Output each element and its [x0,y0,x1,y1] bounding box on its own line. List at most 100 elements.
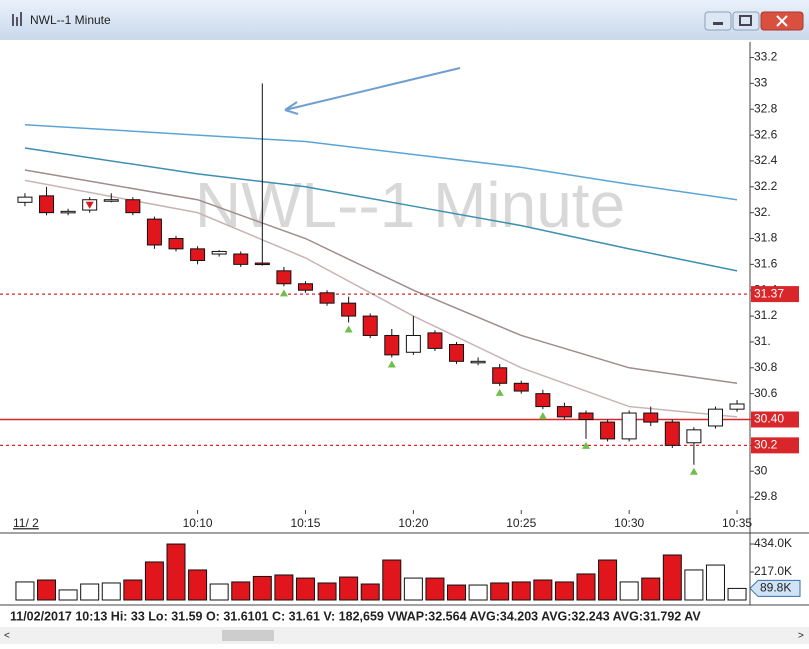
candle-body [341,302,357,317]
price-level-box [751,437,799,454]
volume-bar [662,554,682,601]
price-level-label: 30.2 [754,438,778,452]
v-tick-label: 434.0K [754,536,792,550]
candle-body [427,332,443,349]
candle-body [707,408,723,427]
y-tick-label: 30.6 [754,386,778,400]
candle-body [60,210,76,214]
y-tick-label: 30 [754,463,768,477]
volume-bar [339,576,359,601]
volume-bar [37,579,57,601]
window-icon [12,12,22,26]
volume-bar [231,581,251,601]
candle-body [319,292,335,304]
volume-bar [188,569,208,601]
candle-body [276,270,292,285]
close-button[interactable] [760,11,804,31]
y-tick-label: 31.2 [754,308,778,322]
y-tick-label: 32.8 [754,101,778,115]
candle-body [492,367,508,384]
svg-text:>: > [798,631,804,642]
scrollbar[interactable]: < > [0,627,809,644]
signal-up [538,412,547,420]
candle-body [729,403,745,410]
x-tick-label: 10:20 [398,516,428,530]
volume-bar [598,559,618,601]
v-tick-label: 217.0K [754,564,792,578]
y-tick-label: 32.6 [754,127,778,141]
candle-body [686,429,702,444]
volume-bar [684,569,704,601]
volume-bar [576,573,596,601]
minimize-button[interactable] [704,11,732,31]
y-tick-label: 31. [754,334,771,348]
candle-body [643,412,659,423]
volume-bar [80,583,100,601]
window-title: NWL--1 Minute [30,13,111,27]
maximize-button[interactable] [732,11,760,31]
client-area [0,40,809,644]
candle-body [254,262,270,266]
volume-bar [252,575,272,601]
candle-body [405,334,421,353]
x-tick-label: 10:10 [183,516,213,530]
x-tick-label: 10:35 [722,516,752,530]
volume-bar [403,577,423,601]
date-label: 11/ 2 [13,516,39,530]
title-bar [0,0,809,40]
volume-bar [58,589,78,601]
candle-body [470,360,486,364]
candle-body [211,250,227,255]
candle-body [513,382,529,392]
volume-bar [511,581,531,601]
volume-bar [382,559,402,601]
candle-body [125,199,141,214]
price-level-label: 30.40 [754,412,784,426]
volume-bar [619,581,639,601]
volume-bar [447,584,467,601]
signal-up [387,360,396,368]
moving-average [24,147,738,272]
volume-bar [144,561,164,601]
signal-up [344,325,353,333]
volume-bar [727,587,747,601]
candle-body [168,238,184,250]
volume-bar [554,581,574,601]
volume-bar [468,584,488,601]
volume-last-label: 89.8K [760,581,791,595]
y-tick-label: 33.2 [754,50,778,64]
volume-bar [490,582,510,601]
signal-up [582,441,590,449]
candle-body [600,421,616,440]
candle-body [233,253,249,265]
moving-average [24,123,738,201]
volume-bar [641,577,661,601]
moving-average [24,169,738,385]
signal-up [279,289,288,297]
candle-body [535,393,551,408]
candle-body [556,406,572,418]
candle-body [17,196,33,203]
volume-bar [425,577,445,601]
volume-bar [209,583,229,601]
volume-last-box [749,579,801,597]
volume-bar [15,581,35,601]
volume-bar [295,577,315,601]
signal-up [495,388,504,396]
candle-body [297,283,313,291]
volume-bar [533,579,553,601]
volume-bar [274,574,294,601]
y-tick-label: 32.2 [754,179,778,193]
candle-body [190,248,206,261]
candle-body [578,412,594,421]
x-tick-label: 10:30 [614,516,644,530]
signal-up [689,467,698,475]
candle-body [103,199,119,202]
status-text: 11/02/2017 10:13 Hi: 33 Lo: 31.59 O: 31.… [10,609,701,623]
x-tick-label: 10:15 [290,516,320,530]
candle-body [621,412,637,440]
volume-bar [123,579,143,601]
y-tick-label: 29.8 [754,489,778,503]
candle-body [449,344,465,362]
y-tick-label: 31.8 [754,231,778,245]
